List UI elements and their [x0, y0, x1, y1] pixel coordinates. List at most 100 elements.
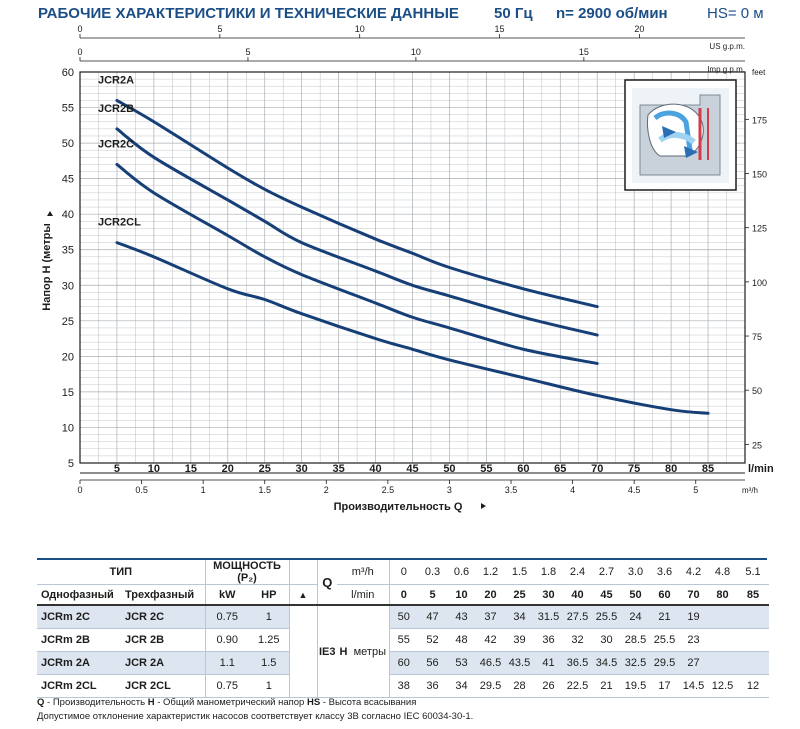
- head-value: [708, 628, 738, 652]
- head-value: 25.5: [650, 628, 680, 652]
- efficiency-class: IE3: [316, 605, 338, 698]
- head-value: 28.5: [621, 628, 651, 652]
- h-symbol: H: [339, 645, 348, 658]
- hp-header: HP: [249, 584, 290, 606]
- single-phase-header: Однофазный: [37, 584, 121, 606]
- x-tick-label: 35: [332, 463, 344, 475]
- head-value: 53: [447, 651, 477, 675]
- head-value: 34: [447, 674, 477, 698]
- top-axis-tick-label: 0: [77, 24, 82, 34]
- spec-table-wrapper: ТИП МОЩНОСТЬ (P₂) Q m³/h 0 0.3 0.6 1.2 1…: [37, 560, 770, 698]
- power-hp: 1: [249, 605, 290, 629]
- head-value: 28: [505, 674, 535, 698]
- head-value: 22.5: [563, 674, 593, 698]
- head-value: 23: [679, 628, 709, 652]
- lmin-value: 25: [505, 584, 535, 606]
- y-tick-label: 25: [62, 316, 74, 328]
- head-value: 25.5: [592, 605, 622, 629]
- head-value: 46.5: [476, 651, 506, 675]
- m3h-value: 0: [388, 560, 419, 585]
- curves: JCR2A JCR2B JCR2C JCR2CL: [98, 74, 710, 415]
- head-value: 17: [650, 674, 680, 698]
- right-axis: 25 50 75 100 125 150 175 feet: [745, 68, 767, 450]
- m3h-value: 4.2: [679, 560, 709, 585]
- m3h-tick-label: 2: [324, 485, 329, 495]
- m3h-tick-label: 1.5: [258, 485, 271, 495]
- x-tick-label: 85: [702, 463, 714, 475]
- frequency-label: 50 Гц: [494, 5, 533, 22]
- head-value: 12.5: [708, 674, 738, 698]
- x-tick-label: 75: [628, 463, 640, 475]
- power-hp: 1: [249, 674, 290, 698]
- x-unit-label: l/min: [748, 463, 774, 475]
- m3h-tick-label: 0: [77, 485, 82, 495]
- top-axis-tick-label: 5: [245, 47, 250, 57]
- head-value: 36.5: [563, 651, 593, 675]
- top-axis-tick-label: 5: [217, 24, 222, 34]
- right-axis-unit: feet: [752, 68, 766, 77]
- footnote-q-text: - Производительность: [44, 697, 148, 708]
- head-value: [708, 651, 738, 675]
- three-phase-header: Трехфазный: [121, 584, 206, 606]
- h-unit: метры: [353, 645, 386, 658]
- pump-section-image: [624, 79, 737, 191]
- head-value: 41: [534, 651, 564, 675]
- y-tick-label: 45: [62, 174, 74, 186]
- m3h-tick-label: 4.5: [628, 485, 641, 495]
- table-header-row-1: ТИП МОЩНОСТЬ (P₂) Q m³/h 0 0.3 0.6 1.2 1…: [37, 560, 770, 606]
- m3h-value: 1.8: [534, 560, 564, 585]
- right-axis-tick-label: 100: [752, 278, 767, 288]
- head-unit-cell: H метры: [337, 605, 390, 698]
- m3h-value: 1.5: [505, 560, 535, 585]
- head-value: 43: [447, 605, 477, 629]
- x-tick-label: 10: [148, 463, 160, 475]
- suction-label: HS= 0 м: [707, 5, 764, 22]
- m3h-value: 5.1: [737, 560, 770, 585]
- head-value: 12: [737, 674, 770, 698]
- three-phase-model: JCR 2B: [121, 628, 206, 652]
- three-phase-model: JCR 2CL: [121, 674, 206, 698]
- head-value: 37: [476, 605, 506, 629]
- footnote-tolerance: Допустимое отклонение характеристик насо…: [37, 711, 474, 722]
- x-tick-label: 70: [591, 463, 603, 475]
- table-row: JCRm 2C JCR 2C 0.75 1 IE3 H метры 50 47 43 37 34 31…: [37, 605, 770, 698]
- y-tick-label: 15: [62, 387, 74, 399]
- m3h-value: 0.3: [418, 560, 448, 585]
- x-tick-label: 50: [443, 463, 455, 475]
- right-axis-tick-label: 25: [752, 440, 762, 450]
- lmin-value: 70: [679, 584, 709, 606]
- head-value: 48: [447, 628, 477, 652]
- y-tick-label: 50: [62, 138, 74, 150]
- x-axis: 5 10 15 20 25 30 35 40 45 50 55 60 65 70 75 80 85 l/min: [80, 463, 774, 475]
- lmin-value: 0: [388, 584, 419, 606]
- head-value: 32: [563, 628, 593, 652]
- kw-header: kW: [204, 584, 250, 606]
- m3h-value: 2.4: [563, 560, 593, 585]
- x-tick-label: 30: [296, 463, 308, 475]
- lmin-value: 50: [621, 584, 651, 606]
- footnote-h-key: H: [147, 697, 155, 708]
- head-value: 36: [418, 674, 448, 698]
- curve-label-jcr2c: JCR2C: [98, 138, 134, 150]
- top-axis-tick-label: 10: [355, 24, 365, 34]
- efficiency-triangle: ▲: [288, 584, 318, 606]
- m3h-unit: m³/h: [337, 560, 390, 585]
- table-row: JCRm 2CL JCR 2CL 0.75 1 38 36 34 29.5 28 26 22.5 21…: [37, 674, 770, 698]
- right-axis-tick-label: 125: [752, 224, 767, 234]
- top-axis-tick-label: 10: [411, 47, 421, 57]
- plot-frame: [79, 71, 746, 464]
- head-value: 39: [505, 628, 535, 652]
- y-axis-arrow: [47, 211, 53, 216]
- right-axis-tick-label: 150: [752, 170, 767, 180]
- footnote-hs-text: - Высота всасывания: [320, 697, 417, 708]
- right-axis-tick-label: 75: [752, 332, 762, 342]
- m3h-value: 0.6: [447, 560, 477, 585]
- single-phase-model: JCRm 2A: [37, 651, 121, 675]
- y-tick-label: 40: [62, 209, 74, 221]
- m3h-tick-label: 4: [570, 485, 575, 495]
- head-value: [737, 651, 770, 675]
- head-value: 24: [621, 605, 651, 629]
- x-tick-label: 15: [185, 463, 197, 475]
- footnote-h-text: - Общий манометрический напор: [154, 697, 307, 708]
- m3h-tick-label: 1: [201, 485, 206, 495]
